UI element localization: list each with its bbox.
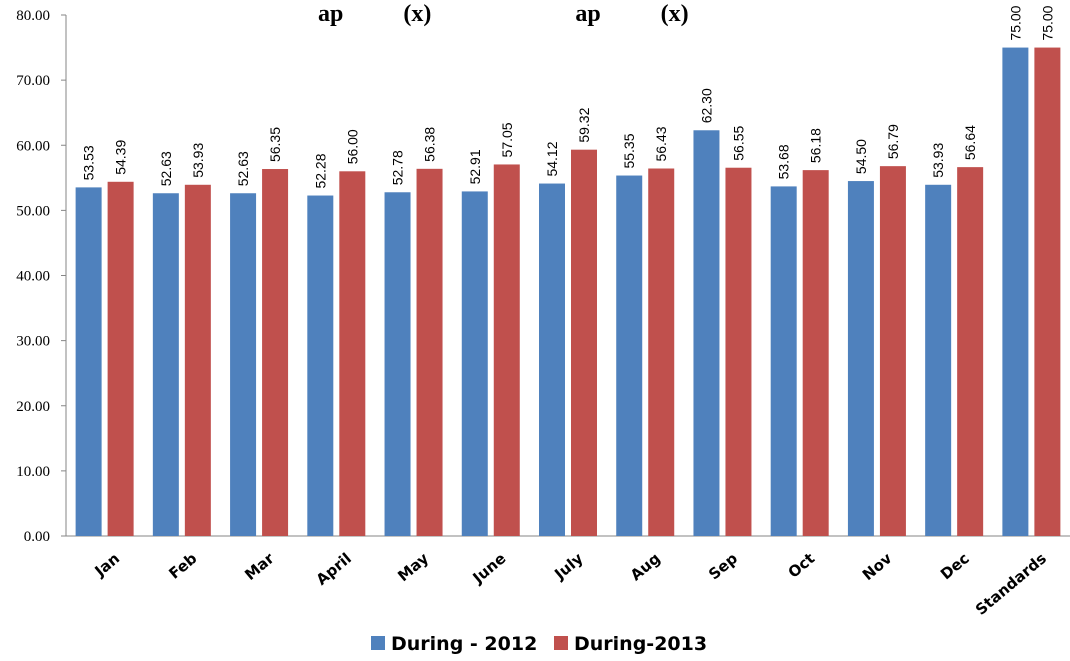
- data-label: 56.79: [885, 124, 901, 159]
- data-label: 52.78: [390, 150, 406, 185]
- data-label: 56.18: [808, 128, 824, 163]
- bar-series2: [879, 166, 906, 536]
- y-tick-label: 20.00: [16, 399, 50, 415]
- data-label: 56.55: [730, 125, 746, 160]
- bar-series2: [957, 167, 984, 536]
- data-label: 54.39: [113, 140, 129, 175]
- bar-series1: [925, 184, 952, 536]
- x-tick-label: Aug: [627, 549, 664, 584]
- data-label: 56.00: [344, 129, 360, 164]
- data-label: 75.00: [1007, 5, 1023, 40]
- data-label: 52.63: [158, 151, 174, 186]
- bar-series2: [416, 168, 443, 536]
- bar-series1: [847, 181, 874, 536]
- x-tick-label: April: [313, 549, 355, 589]
- bar-series1: [616, 175, 643, 536]
- bar-series1: [230, 193, 257, 536]
- data-label: 56.43: [653, 126, 669, 161]
- data-label: 54.50: [853, 139, 869, 174]
- data-label: 56.35: [267, 127, 283, 162]
- bar-series2: [262, 169, 289, 536]
- data-label: 59.32: [576, 107, 592, 142]
- y-tick-label: 60.00: [16, 138, 50, 154]
- bar-series1: [1002, 47, 1029, 536]
- y-tick-label: 40.00: [16, 269, 50, 285]
- bars: [75, 47, 1061, 537]
- y-tick-label: 50.00: [16, 203, 50, 219]
- bar-series1: [770, 186, 797, 536]
- bar-series1: [152, 193, 179, 536]
- y-tick-label: 0.00: [24, 529, 50, 545]
- data-label: 53.93: [930, 143, 946, 178]
- x-tick-label: Oct: [785, 549, 819, 581]
- data-label: 55.35: [621, 133, 637, 168]
- data-labels: 53.53 54.39 52.63 53.93 52.63 56.35 52.28 56.00…: [81, 5, 1056, 188]
- legend: During - 2012 During-2013: [371, 633, 707, 655]
- bar-series1: [384, 192, 411, 536]
- x-tick-label: June: [469, 549, 510, 587]
- data-label: 53.93: [190, 143, 206, 178]
- x-tick-label: Sep: [705, 549, 741, 583]
- legend-label: During-2013: [574, 633, 707, 655]
- y-tick-label: 70.00: [16, 73, 50, 89]
- y-axis: 0.00 10.00 20.00 30.00 40.00 50.00 60.00 70.00 8…: [16, 8, 67, 545]
- bar-series2: [107, 181, 134, 536]
- data-label: 57.05: [499, 122, 515, 157]
- bar-series2: [802, 170, 829, 536]
- bar-series2: [493, 164, 520, 537]
- x-tick-label: Jan: [91, 549, 124, 580]
- bar-series1: [539, 183, 565, 536]
- legend-swatch: [371, 636, 385, 650]
- y-tick-label: 80.00: [16, 8, 50, 24]
- bar-series1: [461, 191, 488, 536]
- y-tick-label: 30.00: [16, 334, 50, 350]
- data-label: 53.53: [81, 145, 97, 180]
- legend-swatch: [554, 636, 568, 650]
- x-tick-label: May: [394, 549, 432, 585]
- data-label: 62.30: [698, 88, 714, 123]
- data-label: 52.91: [467, 149, 483, 184]
- data-label: 75.00: [1039, 5, 1055, 40]
- bar-series1: [693, 130, 720, 537]
- data-label: 52.28: [312, 153, 328, 188]
- data-label: 53.68: [776, 144, 792, 179]
- bar-series2: [339, 171, 366, 537]
- x-axis: Jan Feb Mar April May June July Aug Sep Oct Nov Dec…: [66, 535, 1070, 619]
- data-label: 54.12: [544, 141, 560, 176]
- bar-series2: [1034, 47, 1061, 536]
- x-tick-label: Nov: [859, 549, 896, 584]
- bar-series1: [75, 187, 102, 537]
- bar-series2: [184, 184, 211, 536]
- bar-series2: [648, 168, 675, 536]
- y-tick-label: 10.00: [16, 464, 50, 480]
- bar-series2: [571, 149, 597, 536]
- bar-series1: [307, 195, 334, 537]
- data-label: 56.64: [962, 125, 978, 160]
- data-label: 52.63: [235, 151, 251, 186]
- x-tick-label: Dec: [937, 549, 973, 583]
- x-tick-label: Feb: [165, 549, 200, 583]
- chart-title: ap (x) ap (x): [318, 1, 689, 27]
- x-tick-label: July: [550, 549, 586, 584]
- legend-label: During - 2012: [391, 633, 537, 655]
- data-label: 56.38: [422, 127, 438, 162]
- x-tick-label: Mar: [241, 549, 278, 584]
- x-tick-label: Standards: [972, 549, 1050, 619]
- bar-series2: [725, 167, 752, 536]
